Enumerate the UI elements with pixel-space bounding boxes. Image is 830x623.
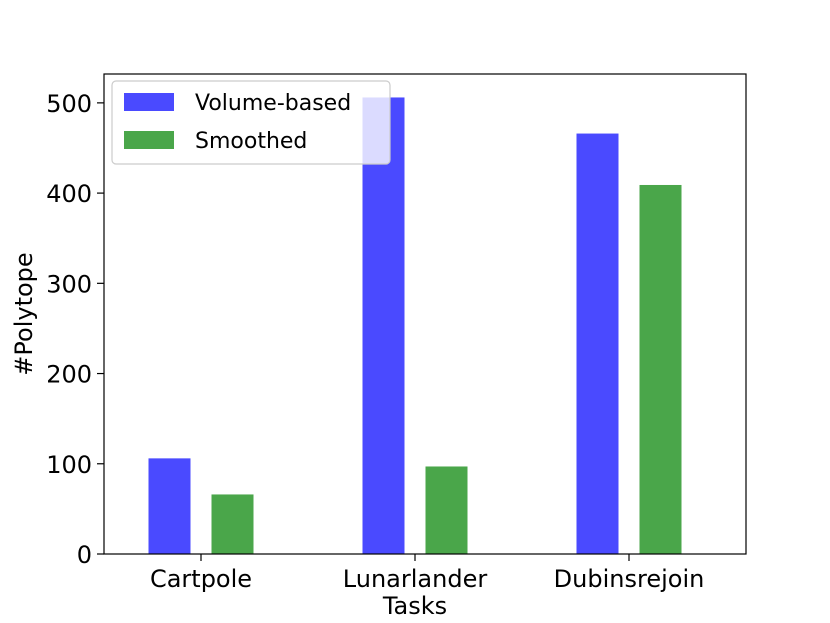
y-tick-label: 200 [46, 361, 92, 389]
legend-label-smoothed: Smoothed [195, 129, 307, 154]
legend-swatch-smoothed [124, 131, 174, 149]
legend-swatch-volume-based [124, 93, 174, 111]
y-tick-label: 500 [46, 90, 92, 118]
bar-volume-based-cartpole [148, 458, 191, 554]
bar-smoothed-lunarlander [425, 466, 468, 554]
y-tick-label: 0 [77, 541, 92, 569]
y-axis-label: #Polytope [10, 252, 38, 375]
legend-box [111, 80, 391, 165]
x-axis-label: Tasks [382, 592, 447, 620]
bar-smoothed-dubinsrejoin [639, 184, 682, 554]
bars-layer [148, 97, 682, 554]
x-tick-label-cartpole: Cartpole [150, 565, 252, 593]
bar-volume-based-dubinsrejoin [576, 133, 619, 554]
bar-smoothed-cartpole [211, 494, 254, 554]
y-tick-label: 300 [46, 270, 92, 298]
bar-volume-based-lunarlander [362, 97, 405, 554]
x-axis: Cartpole Lunarlander Dubinsrejoin [150, 554, 704, 593]
legend: Volume-based Smoothed [111, 80, 391, 165]
x-tick-label-lunarlander: Lunarlander [343, 565, 488, 593]
y-tick-label: 100 [46, 451, 92, 479]
plot-frame [103, 73, 747, 555]
x-tick-label-dubinsrejoin: Dubinsrejoin [554, 565, 705, 593]
legend-label-volume-based: Volume-based [195, 91, 351, 116]
y-axis: 0 100 200 300 400 500 [46, 90, 104, 569]
y-tick-label: 400 [46, 180, 92, 208]
